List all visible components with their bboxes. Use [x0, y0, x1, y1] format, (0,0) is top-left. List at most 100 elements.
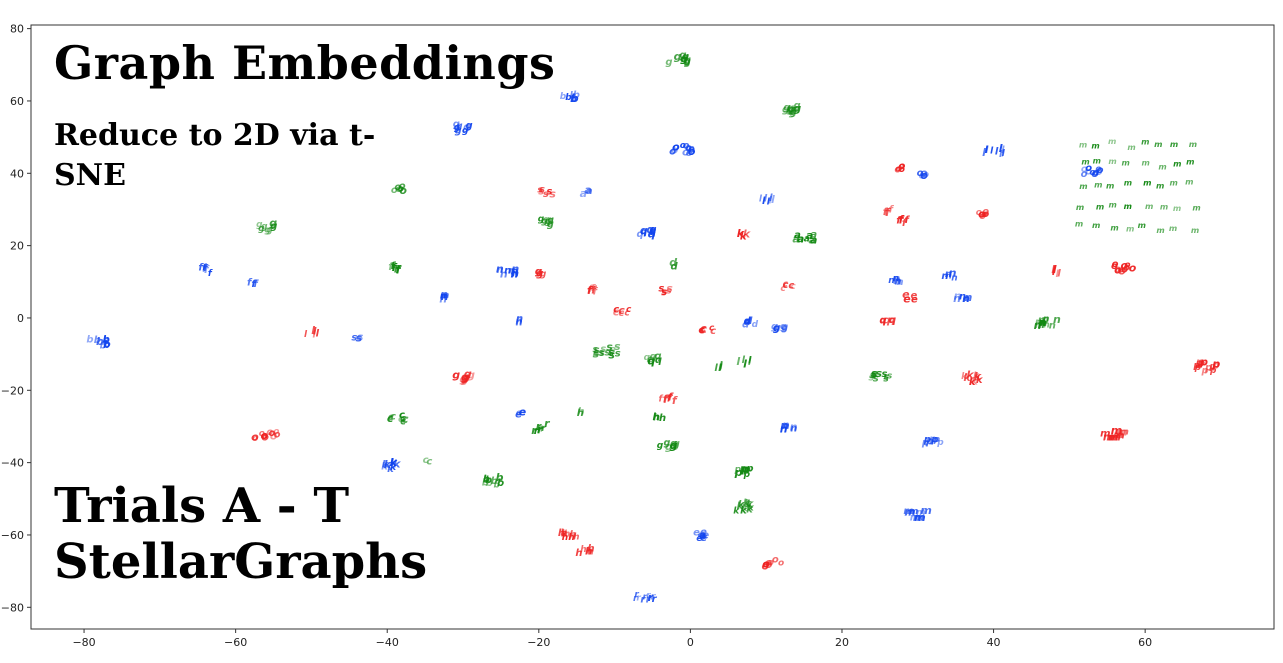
scatter-point-c-red: c — [710, 326, 716, 337]
scatter-point-g-green: g — [684, 55, 691, 66]
scatter-point-g-green: g — [684, 57, 691, 67]
scatter-point-m-blue: m — [916, 508, 925, 518]
scatter-point-g-blue: g — [463, 122, 470, 133]
scatter-point-k-red: k — [966, 369, 974, 382]
scatter-point-g-green: g — [684, 57, 691, 68]
scatter-point-g-green: g — [665, 57, 672, 68]
scatter-point-p-green: p — [745, 463, 753, 474]
scatter-point-m-green: m — [1081, 157, 1089, 166]
scatter-point-k-blue: k — [387, 464, 395, 475]
scatter-point-e-red: e — [902, 288, 910, 301]
trials-caption: Trials A - T StellarGraphs — [54, 478, 427, 590]
scatter-point-m-red: m — [1115, 432, 1124, 442]
scatter-point-g-green: g — [264, 226, 271, 236]
scatter-point-g-green: g — [663, 437, 670, 448]
scatter-point-n-blue: n — [954, 289, 962, 302]
scatter-point-g-red: g — [461, 375, 468, 386]
scatter-point-s-green: s — [615, 349, 621, 360]
scatter-point-q-green: q — [654, 351, 661, 362]
scatter-point-m-green: m — [1126, 224, 1134, 233]
scatter-point-n-blue: n — [897, 277, 904, 288]
chart-title: Graph Embeddings — [54, 36, 556, 90]
scatter-point-n-blue: n — [439, 293, 447, 306]
scatter-point-f-red: f — [896, 215, 902, 226]
scatter-point-f-red: f — [663, 393, 669, 406]
scatter-point-p-green: p — [739, 464, 747, 475]
scatter-point-o-red: o — [1123, 263, 1130, 274]
x-tick-label: −40 — [376, 636, 399, 649]
scatter-point-g-green: g — [266, 225, 273, 235]
scatter-point-s-green: s — [614, 340, 621, 353]
scatter-point-f-red: f — [883, 207, 889, 218]
scatter-point-m-green: m — [1108, 137, 1116, 146]
scatter-point-m-green: m — [1170, 179, 1178, 188]
scatter-point-g-green: g — [547, 215, 554, 225]
scatter-point-q-red: q — [879, 316, 886, 327]
scatter-point-o-blue: o — [688, 145, 696, 158]
scatter-point-n-green: n — [1040, 318, 1047, 329]
scatter-point-c-red: c — [788, 280, 794, 291]
scatter-point-c-red: c — [709, 323, 715, 333]
scatter-point-l-red: l — [1051, 263, 1055, 276]
scatter-point-h-red: h — [587, 548, 593, 558]
scatter-point-s-red: s — [549, 188, 556, 201]
scatter-point-f-green: f — [391, 261, 397, 272]
scatter-point-o-red: o — [1112, 259, 1119, 270]
scatter-point-f-red: f — [902, 218, 908, 229]
scatter-point-o-red: o — [898, 162, 904, 172]
scatter-point-b-blue: b — [565, 93, 572, 103]
scatter-point-l-green: l — [743, 358, 747, 371]
scatter-point-c-red: c — [613, 305, 620, 318]
scatter-point-c-red: c — [613, 304, 619, 315]
scatter-point-p-red: p — [1195, 356, 1204, 369]
scatter-point-k-blue: k — [390, 456, 398, 469]
scatter-point-g-green: g — [672, 437, 680, 450]
scatter-point-m-green: m — [1094, 181, 1102, 190]
scatter-point-f-red: f — [672, 394, 678, 407]
scatter-point-s-green: s — [593, 346, 600, 359]
scatter-point-n-blue: n — [500, 268, 508, 281]
scatter-point-f-red: f — [668, 391, 674, 404]
scatter-point-n-blue: n — [780, 423, 788, 436]
scatter-point-s-blue: s — [351, 333, 357, 344]
scatter-point-f-red: f — [899, 215, 905, 226]
scatter-point-a-green: a — [794, 230, 801, 241]
scatter-point-s-green: s — [883, 375, 889, 385]
scatter-point-f-blue: f — [251, 279, 257, 290]
scatter-point-s-red: s — [537, 186, 543, 196]
scatter-point-o-red: o — [897, 164, 903, 174]
scatter-point-e-red: e — [911, 290, 918, 301]
scatter-point-b-blue: b — [86, 335, 93, 346]
scatter-point-c-green: c — [400, 414, 406, 425]
scatter-point-m-green: m — [1079, 182, 1087, 191]
scatter-point-c-red: c — [783, 280, 789, 291]
scatter-point-f-blue: f — [208, 269, 213, 279]
scatter-point-p-red: p — [1197, 358, 1205, 369]
scatter-point-m-green: m — [1145, 202, 1153, 211]
scatter-point-m-red: m — [1103, 430, 1114, 443]
scatter-point-n-blue: n — [941, 271, 948, 282]
scatter-point-n-blue: n — [893, 274, 899, 284]
scatter-point-r-blue: r — [646, 592, 652, 605]
scatter-point-o-red: o — [261, 429, 269, 442]
scatter-point-f-red: f — [663, 395, 669, 406]
scatter-point-b-green: b — [485, 475, 492, 486]
scatter-point-o-red: o — [266, 427, 273, 438]
scatter-point-o-red: o — [765, 558, 773, 571]
scatter-point-o-blue: o — [688, 145, 695, 156]
scatter-point-h-red: h — [573, 532, 579, 542]
scatter-point-k-red: k — [969, 377, 977, 388]
scatter-point-f-blue: f — [202, 265, 207, 275]
scatter-point-h-red: h — [568, 533, 574, 543]
scatter-point-m-red: m — [1116, 426, 1127, 439]
scatter-point-q-red: q — [889, 315, 896, 326]
scatter-point-f-blue: f — [202, 264, 207, 274]
scatter-point-b-blue: b — [103, 336, 110, 347]
scatter-point-b-blue: b — [100, 342, 107, 352]
scatter-point-l-green: l — [748, 357, 752, 368]
scatter-point-d-blue: d — [745, 316, 753, 327]
x-tick-label: −80 — [72, 636, 95, 649]
scatter-point-k-blue: k — [390, 463, 397, 473]
scatter-point-c-green: c — [398, 414, 404, 425]
